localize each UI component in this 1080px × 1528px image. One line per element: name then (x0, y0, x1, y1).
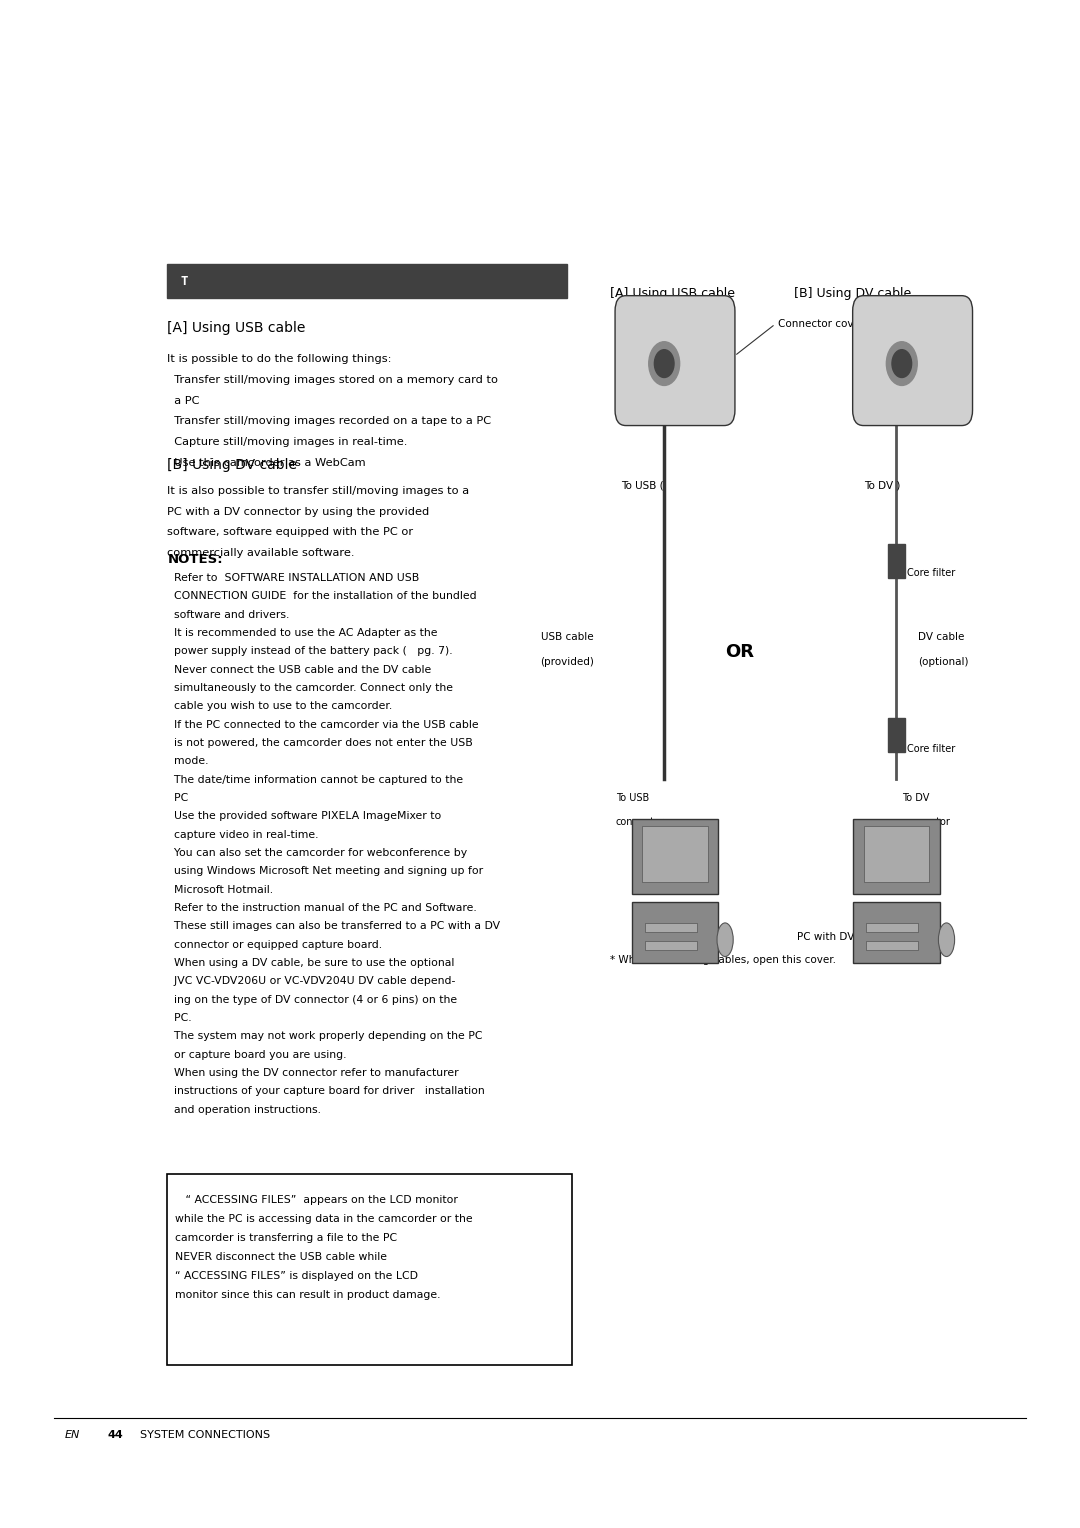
Text: is not powered, the camcorder does not enter the USB: is not powered, the camcorder does not e… (167, 738, 473, 749)
Text: The system may not work properly depending on the PC: The system may not work properly dependi… (167, 1031, 483, 1042)
Text: OR: OR (726, 643, 754, 662)
FancyBboxPatch shape (616, 296, 734, 426)
Text: (optional): (optional) (918, 657, 969, 666)
Text: “ ACCESSING FILES” is displayed on the LCD: “ ACCESSING FILES” is displayed on the L… (175, 1271, 418, 1282)
Text: You can also set the camcorder for webconference by: You can also set the camcorder for webco… (167, 848, 468, 859)
Text: mode.: mode. (167, 756, 208, 767)
Text: ing on the type of DV connector (4 or 6 pins) on the: ing on the type of DV connector (4 or 6 … (167, 995, 458, 1005)
Text: PC with a DV connector by using the provided: PC with a DV connector by using the prov… (167, 507, 430, 516)
Text: monitor since this can result in product damage.: monitor since this can result in product… (175, 1290, 441, 1300)
Bar (864, 827, 929, 882)
Circle shape (892, 350, 912, 377)
Text: To DV ): To DV ) (864, 481, 901, 490)
Text: Never connect the USB cable and the DV cable: Never connect the USB cable and the DV c… (167, 665, 432, 675)
Text: camcorder is transferring a file to the PC: camcorder is transferring a file to the … (175, 1233, 397, 1244)
FancyBboxPatch shape (853, 296, 972, 426)
Bar (866, 941, 918, 950)
Text: It is recommended to use the AC Adapter as the: It is recommended to use the AC Adapter … (167, 628, 437, 639)
Text: software, software equipped with the PC or: software, software equipped with the PC … (167, 527, 414, 538)
Text: or capture board you are using.: or capture board you are using. (167, 1050, 347, 1060)
Bar (167, 1174, 572, 1365)
Text: PC.: PC. (167, 1013, 192, 1024)
Text: software and drivers.: software and drivers. (167, 610, 289, 620)
Text: To USB (: To USB ( (621, 481, 663, 490)
Text: [B] Using DV cable: [B] Using DV cable (794, 287, 912, 299)
Text: When using the DV connector refer to manufacturer: When using the DV connector refer to man… (167, 1068, 459, 1079)
Bar (645, 941, 697, 950)
Text: “ ACCESSING FILES”  appears on the LCD monitor: “ ACCESSING FILES” appears on the LCD mo… (175, 1195, 458, 1206)
Text: PC with DV connector: PC with DV connector (797, 932, 909, 943)
Text: (provided): (provided) (540, 657, 594, 666)
Text: T: T (180, 275, 188, 287)
Text: Core filter: Core filter (907, 568, 956, 578)
Text: EN: EN (65, 1430, 80, 1441)
Text: connector or equipped capture board.: connector or equipped capture board. (167, 940, 382, 950)
Text: When using a DV cable, be sure to use the optional: When using a DV cable, be sure to use th… (167, 958, 455, 969)
Text: simultaneously to the camcorder. Connect only the: simultaneously to the camcorder. Connect… (167, 683, 454, 694)
Text: Refer to the instruction manual of the PC and Software.: Refer to the instruction manual of the P… (167, 903, 477, 914)
Text: DV cable: DV cable (918, 633, 964, 642)
Bar (853, 819, 940, 894)
Bar (866, 923, 918, 932)
Text: Connector cover*: Connector cover* (778, 319, 869, 329)
Text: power supply instead of the battery pack (   pg. 7).: power supply instead of the battery pack… (167, 646, 453, 657)
Text: PC: PC (658, 932, 671, 943)
Bar (853, 902, 940, 963)
Text: [A] Using USB cable: [A] Using USB cable (167, 321, 306, 335)
Text: PC: PC (167, 793, 189, 804)
Text: using Windows Microsoft Net meeting and signing up for: using Windows Microsoft Net meeting and … (167, 866, 484, 877)
Text: To USB: To USB (616, 793, 649, 802)
Text: These still images can also be transferred to a PC with a DV: These still images can also be transferr… (167, 921, 500, 932)
Text: while the PC is accessing data in the camcorder or the: while the PC is accessing data in the ca… (175, 1213, 473, 1224)
Bar (632, 902, 718, 963)
Text: * When connecting cables, open this cover.: * When connecting cables, open this cove… (610, 955, 836, 966)
Text: [B] Using DV cable: [B] Using DV cable (167, 458, 297, 472)
Text: The date/time information cannot be captured to the: The date/time information cannot be capt… (167, 775, 463, 785)
Bar (645, 923, 697, 932)
Text: JVC VC-VDV206U or VC-VDV204U DV cable depend-: JVC VC-VDV206U or VC-VDV204U DV cable de… (167, 976, 456, 987)
Text: SYSTEM CONNECTIONS: SYSTEM CONNECTIONS (140, 1430, 270, 1441)
Text: Use the provided software PIXELA ImageMixer to: Use the provided software PIXELA ImageMi… (167, 811, 442, 822)
Ellipse shape (939, 923, 955, 957)
Text: USB cable: USB cable (541, 633, 594, 642)
Text: Capture still/moving images in real-time.: Capture still/moving images in real-time… (167, 437, 408, 448)
Text: Transfer still/moving images recorded on a tape to a PC: Transfer still/moving images recorded on… (167, 416, 491, 426)
Text: a PC: a PC (167, 396, 200, 406)
Text: commercially available software.: commercially available software. (167, 547, 355, 558)
Text: It is possible to do the following things:: It is possible to do the following thing… (167, 354, 392, 365)
Bar (643, 827, 707, 882)
Text: If the PC connected to the camcorder via the USB cable: If the PC connected to the camcorder via… (167, 720, 480, 730)
Text: NOTES:: NOTES: (167, 553, 224, 567)
Text: Microsoft Hotmail.: Microsoft Hotmail. (167, 885, 273, 895)
Text: NEVER disconnect the USB cable while: NEVER disconnect the USB cable while (175, 1253, 387, 1262)
Circle shape (887, 342, 917, 385)
Bar (632, 819, 718, 894)
Text: To DV: To DV (902, 793, 929, 802)
Text: Refer to  SOFTWARE INSTALLATION AND USB: Refer to SOFTWARE INSTALLATION AND USB (167, 573, 420, 584)
Text: CONNECTION GUIDE  for the installation of the bundled: CONNECTION GUIDE for the installation of… (167, 591, 477, 602)
Text: and operation instructions.: and operation instructions. (167, 1105, 322, 1115)
Text: [A] Using USB cable: [A] Using USB cable (610, 287, 735, 299)
Text: connector: connector (616, 817, 664, 827)
Text: instructions of your capture board for driver   installation: instructions of your capture board for d… (167, 1086, 485, 1097)
Text: 44: 44 (108, 1430, 124, 1441)
Text: cable you wish to use to the camcorder.: cable you wish to use to the camcorder. (167, 701, 393, 712)
Text: Core filter: Core filter (907, 744, 956, 753)
Text: connector: connector (902, 817, 950, 827)
Circle shape (649, 342, 679, 385)
Text: It is also possible to transfer still/moving images to a: It is also possible to transfer still/mo… (167, 486, 470, 497)
Text: Transfer still/moving images stored on a memory card to: Transfer still/moving images stored on a… (167, 374, 498, 385)
Circle shape (654, 350, 674, 377)
Bar (167, 264, 567, 298)
Ellipse shape (717, 923, 733, 957)
Text: Use this camcorder as a WebCam: Use this camcorder as a WebCam (167, 457, 366, 468)
Text: capture video in real-time.: capture video in real-time. (167, 830, 319, 840)
Bar (888, 718, 905, 752)
Bar (888, 544, 905, 578)
